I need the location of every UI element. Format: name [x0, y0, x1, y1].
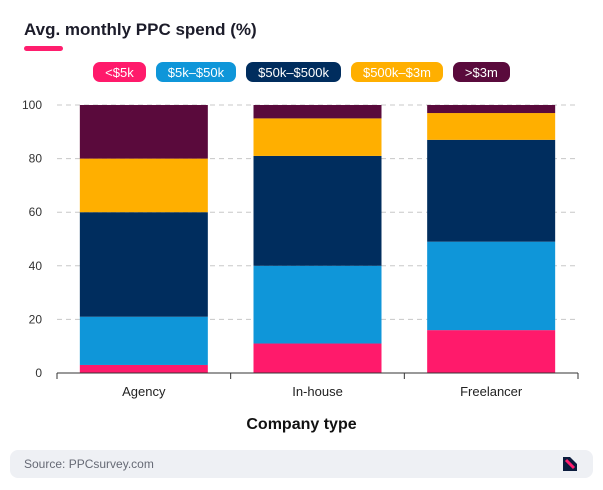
bar-segment [253, 118, 382, 156]
legend: <$5k $5k–$50k $50k–$500k $500k–$3m >$3m [0, 62, 603, 82]
y-tick-label: 0 [35, 366, 42, 380]
legend-label: $5k–$50k [167, 64, 225, 80]
legend-item-under-5k[interactable]: <$5k [93, 62, 146, 82]
legend-label: $50k–$500k [258, 64, 329, 80]
bar-segment [79, 316, 208, 365]
x-tick-label: In-house [292, 384, 343, 399]
legend-label: <$5k [105, 64, 134, 80]
bar-segment [79, 105, 208, 159]
bar-segment [427, 139, 556, 242]
bar-segment [427, 113, 556, 140]
bar-segment [253, 155, 382, 266]
title-underline [24, 46, 63, 51]
legend-item-over-3m[interactable]: >$3m [452, 62, 510, 82]
y-tick-label: 100 [22, 98, 42, 112]
legend-label: $500k–$3m [362, 64, 431, 80]
bar-segment [427, 105, 556, 114]
chart-title: Avg. monthly PPC spend (%) [24, 20, 257, 39]
stacked-bar-chart: 0 20 40 60 80 100 Agency In-house Freelancer [22, 98, 579, 399]
bar-segment [253, 343, 382, 373]
bar-segment [253, 105, 382, 119]
source-footer: Source: PPCsurvey.com [10, 450, 593, 478]
x-tick-label: Freelancer [460, 384, 523, 399]
x-axis-label: Company type [246, 416, 357, 433]
x-tick-label: Agency [122, 384, 166, 399]
bar-segment [427, 241, 556, 331]
legend-item-500k-3m[interactable]: $500k–$3m [350, 62, 443, 82]
legend-item-50k-500k[interactable]: $50k–$500k [246, 62, 341, 82]
legend-item-5k-50k[interactable]: $5k–$50k [155, 62, 237, 82]
y-tick-label: 40 [29, 259, 43, 273]
bar-segment [427, 330, 556, 373]
bar-segment [253, 265, 382, 344]
bar-segment [79, 364, 208, 373]
y-tick-label: 80 [29, 152, 43, 166]
bar-segment [79, 158, 208, 213]
legend-label: >$3m [464, 64, 498, 80]
y-tick-label: 20 [29, 312, 43, 326]
ppc-survey-logo-icon [563, 457, 577, 471]
y-tick-label: 60 [29, 205, 43, 219]
source-text: Source: PPCsurvey.com [24, 457, 154, 471]
bar-segment [79, 212, 208, 317]
